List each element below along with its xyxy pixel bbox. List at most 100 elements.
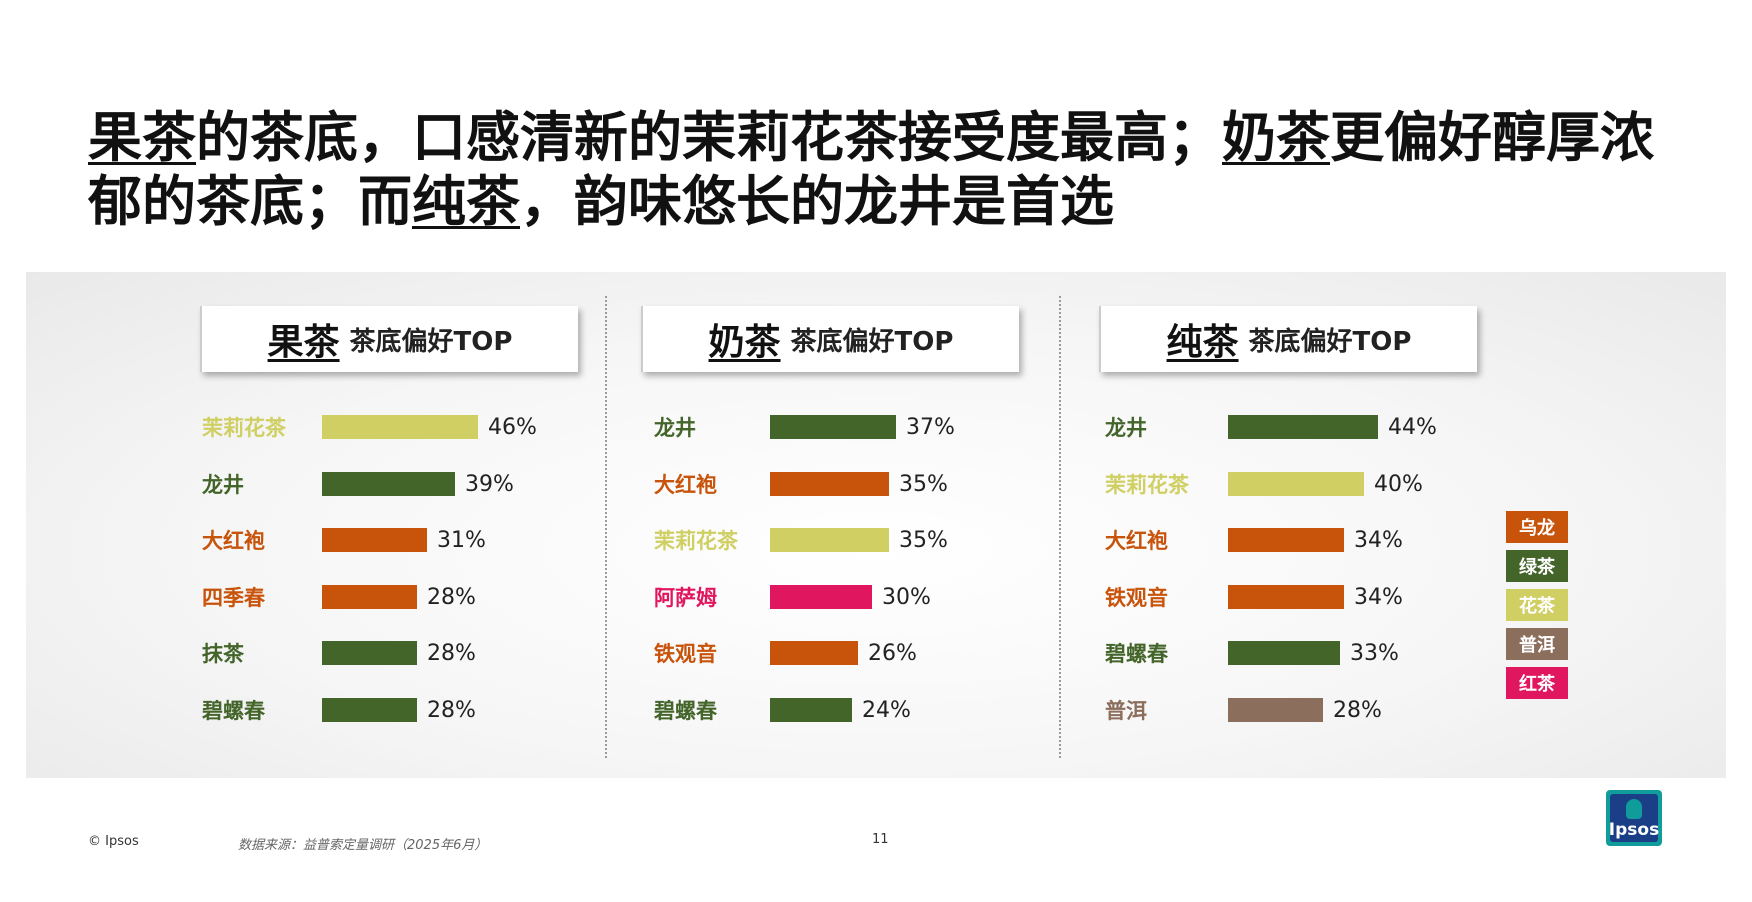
category-label: 碧螺春	[1105, 642, 1168, 666]
title-fruit-tea: 果茶	[88, 106, 196, 169]
title-pure-tea: 纯茶	[412, 170, 520, 233]
legend-item: 乌龙	[1506, 511, 1568, 543]
bar	[1228, 528, 1344, 552]
bar	[770, 472, 889, 496]
bar-row: 大红袍 31%	[202, 527, 622, 554]
bar	[322, 698, 417, 722]
category-label: 普洱	[1105, 699, 1147, 723]
category-label: 铁观音	[1105, 586, 1168, 610]
bar	[1228, 415, 1378, 439]
category-label: 大红袍	[1105, 529, 1168, 553]
bar-row: 铁观音 34%	[1105, 584, 1525, 611]
value-label: 28%	[427, 640, 476, 666]
chart-subtitle: 茶底偏好TOP	[790, 326, 954, 357]
chart-title: 奶茶	[708, 322, 781, 363]
page-number: 11	[872, 832, 889, 847]
copyright-text: © Ipsos	[88, 834, 139, 849]
legend-item: 普洱	[1506, 628, 1568, 660]
value-label: 39%	[465, 471, 514, 497]
chart-title: 纯茶	[1166, 322, 1239, 363]
bar	[1228, 585, 1344, 609]
bar	[322, 641, 417, 665]
value-label: 40%	[1374, 471, 1423, 497]
value-label: 34%	[1354, 584, 1403, 610]
bar	[322, 415, 478, 439]
bar-row: 抹茶 28%	[202, 640, 622, 667]
value-label: 24%	[862, 697, 911, 723]
bar	[770, 698, 852, 722]
bar	[322, 585, 417, 609]
category-label: 龙井	[1105, 416, 1147, 440]
value-label: 26%	[868, 640, 917, 666]
ipsos-logo: Ipsos	[1606, 790, 1662, 846]
bar-row: 龙井 37%	[654, 414, 1074, 441]
panel-divider	[605, 296, 607, 758]
legend-item: 绿茶	[1506, 550, 1568, 582]
category-label: 碧螺春	[202, 699, 265, 723]
value-label: 33%	[1350, 640, 1399, 666]
legend-item: 红茶	[1506, 667, 1568, 699]
bar	[322, 528, 427, 552]
chart-header-milk-tea: 奶茶 茶底偏好TOP	[641, 306, 1019, 372]
bar-row: 茉莉花茶 46%	[202, 414, 622, 441]
category-label: 龙井	[202, 473, 244, 497]
value-label: 35%	[899, 527, 948, 553]
legend-item: 花茶	[1506, 589, 1568, 621]
chart-title: 果茶	[267, 322, 340, 363]
bar-row: 茉莉花茶 40%	[1105, 471, 1525, 498]
category-label: 大红袍	[202, 529, 265, 553]
value-label: 44%	[1388, 414, 1437, 440]
bar-row: 阿萨姆 30%	[654, 584, 1074, 611]
bar-row: 普洱 28%	[1105, 697, 1525, 724]
value-label: 37%	[906, 414, 955, 440]
bar-row: 碧螺春 28%	[202, 697, 622, 724]
bar-row: 四季春 28%	[202, 584, 622, 611]
page-title: 果茶的茶底，口感清新的茉莉花茶接受度最高；奶茶更偏好醇厚浓郁的茶底；而纯茶，韵味…	[88, 106, 1688, 234]
chart-subtitle: 茶底偏好TOP	[1248, 326, 1412, 357]
title-milk-tea: 奶茶	[1222, 106, 1330, 169]
value-label: 28%	[427, 697, 476, 723]
panel-divider	[1059, 296, 1061, 758]
category-label: 阿萨姆	[654, 586, 717, 610]
bar	[322, 472, 455, 496]
category-label: 龙井	[654, 416, 696, 440]
category-label: 抹茶	[202, 642, 244, 666]
bar-row: 铁观音 26%	[654, 640, 1074, 667]
bar	[1228, 641, 1340, 665]
bar-row: 龙井 44%	[1105, 414, 1525, 441]
title-text-2: 更偏好醇厚浓郁的茶底；而	[88, 106, 1654, 233]
category-label: 铁观音	[654, 642, 717, 666]
bar	[770, 415, 896, 439]
title-text-1: 的茶底，口感清新的茉莉花茶接受度最高；	[196, 106, 1222, 169]
value-label: 46%	[488, 414, 537, 440]
bar-row: 大红袍 35%	[654, 471, 1074, 498]
category-label: 茉莉花茶	[654, 529, 738, 553]
chart-subtitle: 茶底偏好TOP	[349, 326, 513, 357]
category-label: 碧螺春	[654, 699, 717, 723]
category-label: 茉莉花茶	[1105, 473, 1189, 497]
bar-row: 碧螺春 24%	[654, 697, 1074, 724]
bar	[770, 585, 872, 609]
bar-row: 碧螺春 33%	[1105, 640, 1525, 667]
value-label: 28%	[427, 584, 476, 610]
bar	[770, 641, 858, 665]
title-text-3: ，韵味悠长的龙井是首选	[520, 170, 1114, 233]
value-label: 31%	[437, 527, 486, 553]
category-label: 大红袍	[654, 473, 717, 497]
logo-text: Ipsos	[1608, 820, 1660, 840]
bar-row: 茉莉花茶 35%	[654, 527, 1074, 554]
bar	[1228, 698, 1323, 722]
bar	[1228, 472, 1364, 496]
value-label: 35%	[899, 471, 948, 497]
bar-row: 龙井 39%	[202, 471, 622, 498]
bar	[770, 528, 889, 552]
source-note: 数据来源：益普索定量调研（2025年6月）	[238, 838, 488, 853]
value-label: 34%	[1354, 527, 1403, 553]
category-label: 四季春	[202, 586, 265, 610]
value-label: 30%	[882, 584, 931, 610]
bar-row: 大红袍 34%	[1105, 527, 1525, 554]
chart-header-pure-tea: 纯茶 茶底偏好TOP	[1099, 306, 1477, 372]
category-label: 茉莉花茶	[202, 416, 286, 440]
chart-header-fruit-tea: 果茶 茶底偏好TOP	[200, 306, 578, 372]
value-label: 28%	[1333, 697, 1382, 723]
